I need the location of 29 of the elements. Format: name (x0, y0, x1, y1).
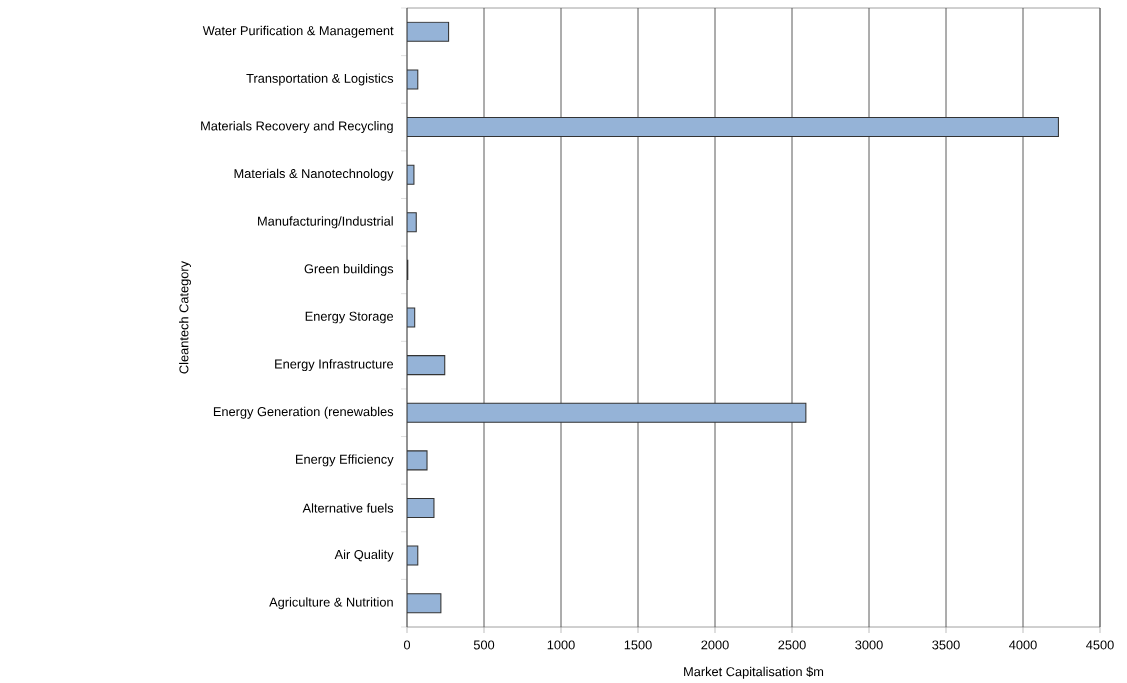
x-tick-label: 0 (403, 640, 411, 650)
bar (407, 355, 446, 376)
y-tick-label: Materials & Nanotechnology (234, 168, 394, 181)
y-axis-title: Cleantech Category (179, 261, 191, 374)
x-tick-label: 1500 (624, 640, 652, 650)
y-tick-label: Energy Generation (renewables (213, 406, 394, 419)
x-tick-label: 4000 (1009, 640, 1037, 650)
bar (407, 402, 807, 423)
y-tick-label: Transportation & Logistics (246, 73, 394, 86)
y-tick-label: Manufacturing/Industrial (258, 216, 393, 229)
y-tick-label: Energy Efficiency (296, 454, 394, 467)
y-tick-label: Green buildings (304, 263, 394, 276)
y-tick-label: Energy Storage (305, 311, 394, 324)
bar (407, 21, 450, 42)
x-tick-label: 2500 (778, 640, 806, 650)
x-axis-title: Market Capitalisation $m (684, 666, 824, 679)
x-tick-label: 2000 (701, 640, 729, 650)
y-tick-label: Air Quality (334, 549, 394, 562)
x-tick-label: 4500 (1086, 640, 1114, 650)
x-tick-label: 3000 (855, 640, 883, 650)
y-tick-label: Energy Infrastructure (275, 359, 394, 372)
y-tick-label: Agriculture & Nutrition (269, 597, 393, 610)
x-tick-label: 1000 (547, 640, 575, 650)
x-tick-label: 3500 (932, 640, 960, 650)
bar (407, 117, 1059, 138)
y-tick-label: Water Purification & Management (202, 25, 394, 38)
y-tick-label: Alternative fuels (302, 503, 394, 513)
x-tick-label: 500 (473, 640, 495, 650)
y-tick-label: Materials Recovery and Recycling (201, 121, 393, 134)
